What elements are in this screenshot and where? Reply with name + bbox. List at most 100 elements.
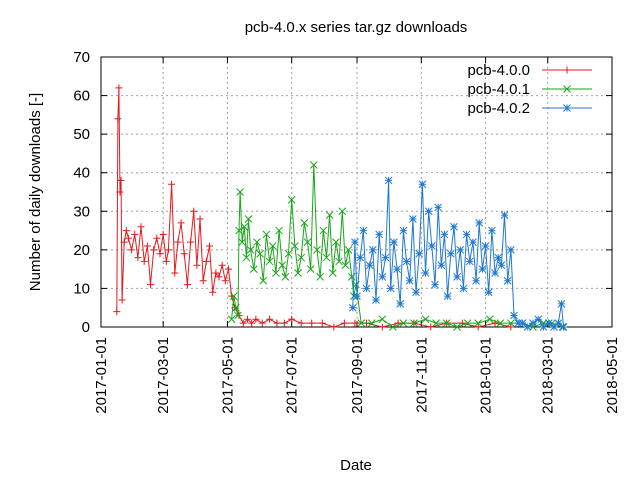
- data-point: [330, 323, 338, 331]
- data-point: [390, 238, 398, 246]
- data-point: [235, 226, 243, 235]
- data-point: [190, 207, 198, 215]
- data-point: [381, 253, 390, 262]
- data-point: [325, 211, 334, 219]
- data-point: [243, 315, 251, 323]
- series-pcb-4.0.0: [113, 84, 515, 331]
- data-point: [442, 319, 451, 327]
- data-point: [348, 303, 357, 312]
- data-point: [378, 315, 387, 324]
- data-point: [421, 315, 430, 324]
- data-point: [303, 238, 312, 246]
- data-point: [368, 246, 377, 254]
- data-point: [122, 227, 130, 235]
- data-point: [275, 226, 283, 235]
- data-point: [306, 265, 315, 273]
- data-point: [402, 257, 411, 266]
- data-point: [396, 300, 405, 308]
- data-point: [140, 257, 148, 265]
- legend-marker: [563, 104, 571, 112]
- data-point: [318, 319, 326, 327]
- data-point: [183, 281, 191, 289]
- data-point: [153, 234, 161, 242]
- data-point: [268, 242, 277, 250]
- data-point: [242, 253, 251, 262]
- data-point: [162, 257, 170, 265]
- data-point: [332, 238, 340, 246]
- series-line: [116, 87, 512, 328]
- data-point: [356, 253, 365, 262]
- data-point: [116, 188, 124, 196]
- data-point: [453, 323, 461, 331]
- data-point: [137, 223, 145, 231]
- data-point: [234, 311, 242, 320]
- data-point: [491, 269, 499, 277]
- data-point: [118, 296, 126, 304]
- data-point: [485, 315, 494, 324]
- y-tick-label: 0: [82, 319, 90, 336]
- data-point: [405, 276, 414, 285]
- data-point: [503, 276, 512, 285]
- data-point: [114, 115, 122, 123]
- x-tick-label: 2017-11-01: [413, 337, 430, 413]
- data-point: [308, 319, 316, 327]
- data-point: [481, 242, 490, 250]
- data-point: [463, 319, 472, 327]
- data-point: [120, 238, 128, 246]
- data-point: [475, 219, 484, 227]
- data-point: [518, 319, 527, 327]
- data-point: [351, 319, 359, 327]
- data-point: [180, 250, 188, 258]
- legend-label: pcb-4.0.2: [467, 100, 530, 117]
- y-tick-label: 50: [73, 126, 90, 143]
- x-tick-label: 2018-03-01: [540, 337, 557, 414]
- data-point: [265, 257, 274, 266]
- data-point: [252, 315, 260, 323]
- data-point: [202, 257, 210, 265]
- data-point: [244, 215, 253, 223]
- data-point: [365, 261, 374, 270]
- data-point: [434, 203, 443, 212]
- data-point: [410, 319, 418, 327]
- y-tick-label: 30: [73, 203, 90, 220]
- data-point: [131, 230, 139, 238]
- data-point: [239, 319, 247, 327]
- data-point: [235, 311, 243, 319]
- data-point: [359, 226, 368, 235]
- data-point: [340, 319, 348, 327]
- data-point: [117, 176, 125, 184]
- data-point: [474, 319, 483, 327]
- data-point: [280, 319, 288, 327]
- series-pcb-4.0.1: [227, 161, 567, 331]
- data-point: [554, 319, 563, 327]
- y-tick-label: 40: [73, 165, 90, 182]
- data-point: [469, 238, 477, 246]
- data-point: [372, 296, 380, 304]
- data-point: [227, 315, 236, 324]
- data-point: [507, 319, 515, 327]
- data-point: [559, 323, 568, 331]
- data-point: [297, 253, 306, 262]
- legend: pcb-4.0.0 pcb-4.0.1 pcb-4.0.2: [467, 62, 592, 117]
- data-point: [459, 284, 468, 293]
- data-point: [488, 226, 496, 235]
- data-point: [472, 276, 480, 285]
- data-point: [209, 288, 217, 296]
- data-point: [357, 319, 366, 327]
- data-point: [177, 219, 185, 227]
- data-point: [399, 226, 408, 235]
- data-point: [341, 261, 350, 270]
- data-point: [143, 242, 151, 250]
- data-point: [266, 315, 274, 323]
- data-point: [362, 284, 371, 293]
- data-point: [221, 277, 229, 285]
- data-point: [229, 292, 238, 300]
- y-axis-label: Number of daily downloads [-]: [27, 93, 44, 291]
- data-point: [258, 319, 266, 327]
- data-point: [164, 246, 172, 254]
- x-tick-label: 2017-01-01: [93, 337, 110, 414]
- data-point: [134, 254, 142, 262]
- data-point: [224, 265, 232, 273]
- data-point: [432, 319, 440, 327]
- series-pcb-4.0.2: [348, 176, 568, 331]
